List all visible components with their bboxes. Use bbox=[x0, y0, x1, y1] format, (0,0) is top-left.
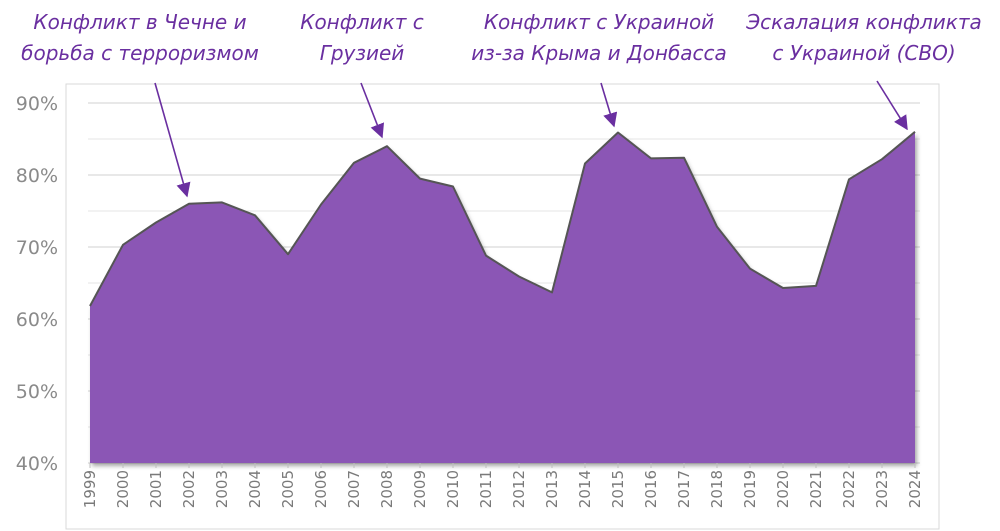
x-tick-label: 2015 bbox=[609, 470, 627, 508]
x-tick-label: 1999 bbox=[81, 470, 99, 508]
annotation-line: Эскалация конфликта bbox=[745, 10, 982, 34]
x-tick-label: 2013 bbox=[543, 470, 561, 508]
x-tick-label: 2014 bbox=[576, 470, 594, 508]
y-tick-label: 90% bbox=[16, 93, 58, 115]
x-tick-label: 2016 bbox=[642, 470, 660, 508]
x-tick-label: 2004 bbox=[246, 470, 264, 508]
annotation-line: Грузией bbox=[320, 41, 405, 65]
x-tick-label: 2008 bbox=[378, 470, 396, 508]
x-tick-label: 2003 bbox=[213, 470, 231, 508]
annotation-arrow bbox=[360, 82, 385, 139]
x-tick-label: 2018 bbox=[708, 470, 726, 508]
x-tick-label: 2011 bbox=[477, 470, 495, 508]
y-tick-label: 80% bbox=[16, 165, 58, 187]
y-tick-label: 70% bbox=[16, 237, 58, 259]
x-tick-label: 2022 bbox=[840, 470, 858, 508]
x-tick-label: 2019 bbox=[741, 470, 759, 508]
x-tick-label: 2020 bbox=[774, 470, 792, 508]
annotation-line: Конфликт с Украиной bbox=[484, 10, 714, 34]
annotation-line: из-за Крыма и Донбасса bbox=[471, 41, 727, 65]
y-tick-label: 40% bbox=[16, 453, 58, 475]
annotation-text: Эскалация конфликта с Украиной (СВО) bbox=[745, 10, 982, 65]
x-tick-label: 2007 bbox=[345, 470, 363, 508]
series-line bbox=[89, 131, 916, 307]
annotation-line: Конфликт с bbox=[300, 10, 423, 34]
annotation-text: Конфликт с Украиной из-за Крыма и Донбасс… bbox=[471, 10, 727, 65]
y-tick-label: 60% bbox=[16, 309, 58, 331]
area-series bbox=[90, 131, 915, 464]
x-tick-label: 2012 bbox=[510, 470, 528, 508]
x-tick-label: 2005 bbox=[279, 470, 297, 508]
annotation-line: с Украиной (СВО) bbox=[772, 41, 955, 65]
x-tick-label: 2009 bbox=[411, 470, 429, 508]
x-tick-label: 2000 bbox=[114, 470, 132, 508]
x-tick-label: 2010 bbox=[444, 470, 462, 508]
x-tick-label: 2006 bbox=[312, 470, 330, 508]
annotation-text: Конфликт в Чечне и борьба с терроризмом bbox=[21, 10, 259, 65]
annotation-arrow bbox=[876, 80, 908, 131]
x-tick-label: 2017 bbox=[675, 470, 693, 508]
x-tick-label: 2021 bbox=[807, 470, 825, 508]
annotation-text: Конфликт с Грузией bbox=[300, 10, 423, 65]
annotation-arrow bbox=[154, 82, 191, 198]
x-tick-label: 2001 bbox=[147, 470, 165, 508]
x-tick-label: 2024 bbox=[906, 470, 924, 508]
x-tick-label: 2023 bbox=[873, 470, 891, 508]
annotation-arrow bbox=[600, 82, 618, 128]
annotation-line: борьба с терроризмом bbox=[21, 41, 259, 65]
y-tick-label: 50% bbox=[16, 381, 58, 403]
x-tick-label: 2002 bbox=[180, 470, 198, 508]
annotation-line: Конфликт в Чечне и bbox=[33, 10, 246, 34]
